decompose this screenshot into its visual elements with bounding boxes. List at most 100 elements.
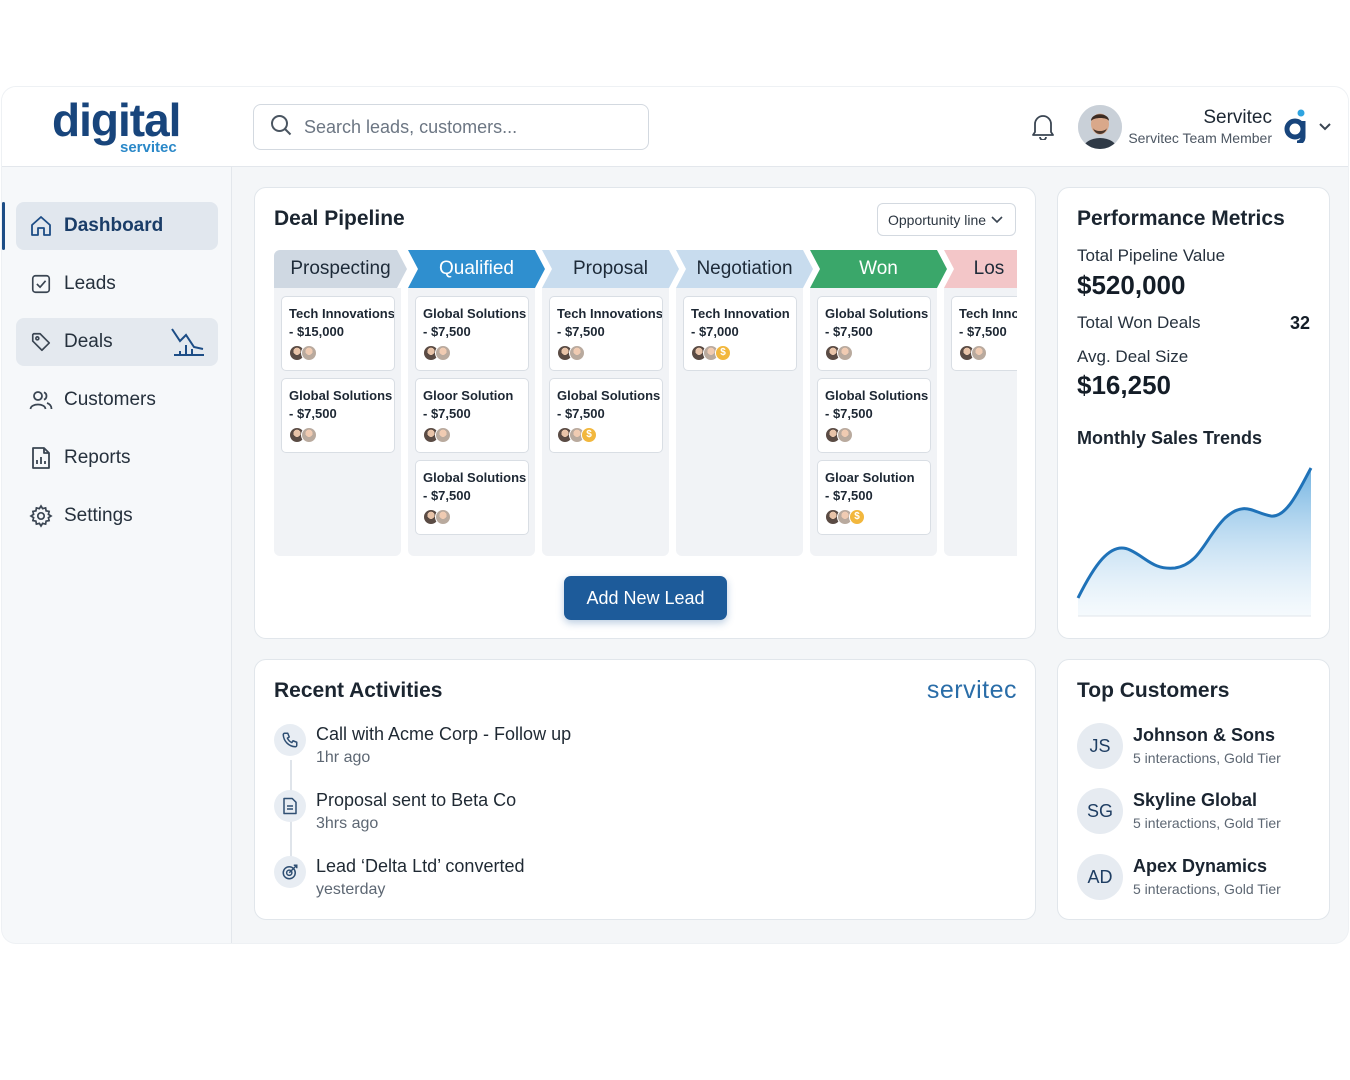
- search-bar[interactable]: [253, 104, 649, 150]
- owner-avatar: [435, 345, 451, 361]
- avg-deal-label: Avg. Deal Size: [1077, 347, 1189, 366]
- logo-subtext: servitec: [120, 139, 177, 156]
- customer-avatar: AD: [1077, 854, 1123, 900]
- deal-owners: [825, 345, 923, 361]
- customer-item[interactable]: AD Apex Dynamics 5 interactions, Gold Ti…: [1077, 854, 1317, 904]
- deal-owners: [423, 509, 521, 525]
- customer-meta: 5 interactions, Gold Tier: [1133, 750, 1281, 766]
- deal-amount: - $7,500: [825, 488, 873, 503]
- owner-avatar: [435, 427, 451, 443]
- owner-avatar: [435, 509, 451, 525]
- sidebar-item-customers[interactable]: Customers: [16, 376, 218, 424]
- app-window: digital servitec Dashboard Leads Deals: [2, 87, 1348, 943]
- deal-card[interactable]: Gloor Solution - $7,500: [415, 378, 529, 453]
- activity-time: yesterday: [316, 881, 386, 898]
- deal-card[interactable]: Global Solutions - $7,500 $: [549, 378, 663, 453]
- deal-card[interactable]: Tech Innov - $7,500: [951, 296, 1017, 371]
- deal-pipeline-card: Deal Pipeline Opportunity line Prospecti…: [254, 187, 1036, 639]
- activity-text: Call with Acme Corp - Follow up: [316, 724, 572, 744]
- sidebar-nav: Dashboard Leads Deals: [2, 202, 218, 550]
- avg-deal-value: $16,250: [1077, 370, 1171, 400]
- sidebar-item-label: Leads: [64, 273, 116, 294]
- pipeline-column: Global Solutions - $7,500 Global Solutions…: [810, 288, 937, 556]
- deal-owners: [423, 345, 521, 361]
- stage-qualified[interactable]: Qualified: [408, 250, 545, 288]
- user-name: Servitec: [1203, 107, 1272, 128]
- report-icon: [28, 445, 54, 471]
- deal-company: Global Solutions: [825, 388, 929, 403]
- trend-line: [1076, 467, 1313, 599]
- deal-card[interactable]: Global Solutions - $7,500: [817, 296, 931, 371]
- sidebar-item-settings[interactable]: Settings: [16, 492, 218, 540]
- customer-item[interactable]: SG Skyline Global 5 interactions, Gold T…: [1077, 788, 1317, 838]
- deal-amount: - $7,500: [825, 406, 873, 421]
- stage-negotiation[interactable]: Negotiation: [676, 250, 813, 288]
- deal-card[interactable]: Global Solutions - $7,500: [415, 296, 529, 371]
- deal-amount: - $7,500: [423, 488, 471, 503]
- sidebar: digital servitec Dashboard Leads Deals: [2, 87, 232, 943]
- logo-text: digital: [52, 94, 181, 146]
- target-icon: [274, 856, 306, 888]
- sidebar-item-label: Customers: [64, 389, 156, 410]
- customer-meta: 5 interactions, Gold Tier: [1133, 815, 1281, 831]
- pipeline-title: Deal Pipeline: [274, 207, 405, 230]
- sidebar-item-label: Deals: [64, 331, 113, 352]
- owner-avatar: [569, 345, 585, 361]
- owner-avatar: [837, 345, 853, 361]
- pipeline-value-label: Total Pipeline Value: [1077, 246, 1226, 265]
- pipeline-column: Global Solutions - $7,500 Gloor Solution - …: [408, 288, 535, 556]
- deal-owners: $: [691, 345, 789, 361]
- opportunity-select[interactable]: Opportunity line: [877, 203, 1016, 236]
- stage-proposal[interactable]: Proposal: [542, 250, 679, 288]
- sidebar-item-reports[interactable]: Reports: [16, 434, 218, 482]
- owner-avatar: [971, 345, 987, 361]
- customer-name: Skyline Global: [1133, 790, 1258, 810]
- deal-card[interactable]: Global Solutions - $7,500: [817, 378, 931, 453]
- search-input[interactable]: [304, 116, 634, 138]
- phone-icon: [274, 724, 306, 756]
- deal-card[interactable]: Tech Innovations - $7,500: [549, 296, 663, 371]
- deal-amount: - $7,500: [959, 324, 1007, 339]
- brand-logo[interactable]: digital servitec: [2, 87, 232, 167]
- sidebar-item-dashboard[interactable]: Dashboard: [2, 202, 218, 250]
- pipeline-value: $520,000: [1077, 270, 1186, 300]
- pipeline-stage-row: Prospecting Qualified Proposal Negotiation W…: [274, 250, 1017, 288]
- tag-icon: [28, 329, 54, 355]
- home-icon: [28, 213, 54, 239]
- deal-amount: - $7,000: [691, 324, 739, 339]
- stage-prospecting[interactable]: Prospecting: [274, 250, 407, 288]
- gear-icon: [28, 503, 54, 529]
- activity-text: Lead ‘Delta Ltd’ converted: [316, 856, 525, 876]
- coin-icon: $: [581, 427, 597, 443]
- deal-company: Gloar Solution: [825, 470, 915, 485]
- bell-icon[interactable]: [1030, 112, 1056, 145]
- won-deals-label: Total Won Deals: [1077, 313, 1201, 332]
- monthly-trend-title: Monthly Sales Trends: [1077, 428, 1263, 448]
- deal-card[interactable]: Gloar Solution - $7,500 $: [817, 460, 931, 535]
- servitec-brand-text: servitec: [926, 676, 1017, 704]
- top-customers-card: Top Customers JS Johnson & Sons 5 intera…: [1057, 659, 1330, 920]
- customer-avatar: JS: [1077, 723, 1123, 769]
- sidebar-item-deals[interactable]: Deals: [16, 318, 218, 366]
- add-new-lead-button[interactable]: Add New Lead: [564, 576, 727, 620]
- deal-company: Global Solutions: [423, 306, 527, 321]
- checkbox-icon: [28, 271, 54, 297]
- stage-won[interactable]: Won: [810, 250, 947, 288]
- customer-item[interactable]: JS Johnson & Sons 5 interactions, Gold T…: [1077, 723, 1317, 773]
- customer-name: Apex Dynamics: [1133, 856, 1268, 876]
- user-avatar[interactable]: [1078, 105, 1122, 149]
- deal-card[interactable]: Global Solutions - $7,500: [415, 460, 529, 535]
- deal-card[interactable]: Global Solutions - $7,500: [281, 378, 395, 453]
- stage-los[interactable]: Los: [944, 250, 1017, 288]
- chevron-down-icon[interactable]: [1318, 119, 1332, 137]
- sidebar-item-leads[interactable]: Leads: [16, 260, 218, 308]
- pipeline-columns: Tech Innovations - $15,000 Global Solution…: [274, 288, 1017, 556]
- deal-company: Global Solutions: [289, 388, 393, 403]
- deal-owners: [423, 427, 521, 443]
- deal-amount: - $15,000: [289, 324, 344, 339]
- activity-time: 1hr ago: [316, 749, 371, 766]
- top-header: Servitec Servitec Team Member: [232, 87, 1348, 167]
- deal-card[interactable]: Tech Innovations - $15,000: [281, 296, 395, 371]
- deal-owners: $: [825, 509, 923, 525]
- deal-card[interactable]: Tech Innovation - $7,000 $: [683, 296, 797, 371]
